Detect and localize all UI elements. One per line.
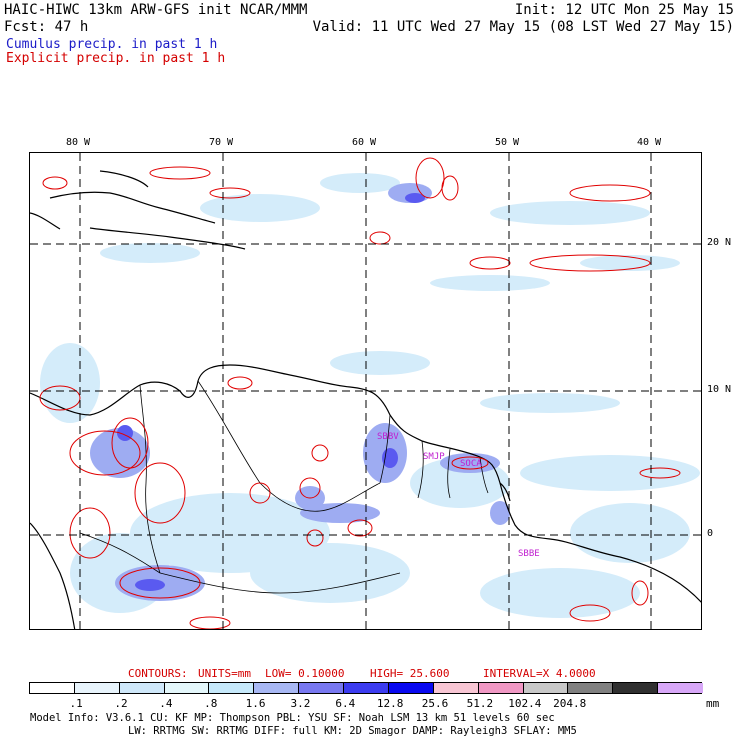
moderate-precip-areas [90,183,510,601]
colorbar-tick-label: 102.4 [508,697,542,710]
colorbar-tick-label: .2 [114,697,128,710]
colorbar-tick-label: 3.2 [290,697,311,710]
station-smjp: SMJP [423,452,445,462]
contours-high: HIGH= 25.600 [370,667,450,680]
colorbar-tick-label: 25.6 [421,697,449,710]
colorbar-cell [433,683,479,693]
contours-low: LOW= 0.10000 [265,667,345,680]
colorbar-cell [388,683,434,693]
colorbar-cell [119,683,165,693]
station-soca: SOCA [460,459,482,469]
coastlines [30,170,701,629]
colorbar-cell [523,683,569,693]
colorbar-unit: mm [706,697,720,710]
map-canvas [30,153,701,629]
light-precip-areas [40,173,700,618]
colorbar-cell [74,683,120,693]
lat-label-10n: 10 N [707,384,732,395]
country-borders [79,380,489,594]
colorbar-cell [254,683,300,693]
model-info: Model Info: V3.6.1 CU: KF MP: Thompson P… [30,712,555,724]
forecast-hour: Fcst: 47 h [4,19,89,35]
colorbar-cell [209,683,255,693]
station-sbbe: SBBE [518,549,540,559]
colorbar-tick-label: 6.4 [335,697,356,710]
colorbar-cell [613,683,659,693]
model-physics: LW: RRTMG SW: RRTMG DIFF: full KM: 2D Sm… [128,725,577,737]
colorbar-tick-label: 1.6 [245,697,266,710]
colorbar-tick-label: 204.8 [553,697,587,710]
legend-cumulus: Cumulus precip. in past 1 h [6,37,218,52]
lon-label-50w: 50 W [495,137,520,148]
colorbar-cell [658,683,703,693]
precip-map: SBBV SMJP SOCA SBBE [29,152,702,630]
colorbar-tick-label: .4 [159,697,173,710]
colorbar [29,682,703,694]
valid-time: Valid: 11 UTC Wed 27 May 15 (08 LST Wed … [312,19,734,35]
colorbar-tick-label: .8 [204,697,218,710]
colorbar-tick-label: 51.2 [466,697,494,710]
lat-label-20n: 20 N [707,237,732,248]
model-title: HAIC-HIWC 13km ARW-GFS init NCAR/MMM [4,2,308,18]
explicit-precip-contours [39,157,681,629]
contours-label: CONTOURS: [128,667,188,680]
colorbar-cell [344,683,389,693]
station-sbbv: SBBV [377,432,399,442]
colorbar-tick-label: .1 [69,697,83,710]
contours-units: UNITS=mm [198,667,251,680]
init-time: Init: 12 UTC Mon 25 May 15 [514,2,734,18]
lon-label-40w: 40 W [637,137,662,148]
contours-interval: INTERVAL=X 4.0000 [483,667,596,680]
colorbar-tick-label: 12.8 [376,697,404,710]
colorbar-cell [299,683,345,693]
lat-label-0: 0 [707,528,714,539]
legend-explicit: Explicit precip. in past 1 h [6,51,226,66]
colorbar-cell [30,683,75,693]
colorbar-cell [478,683,524,693]
lon-label-60w: 60 W [352,137,377,148]
lon-label-80w: 80 W [66,137,91,148]
colorbar-cell [164,683,210,693]
lon-label-70w: 70 W [209,137,234,148]
colorbar-cell [568,683,614,693]
lat-lon-grid [30,153,701,629]
